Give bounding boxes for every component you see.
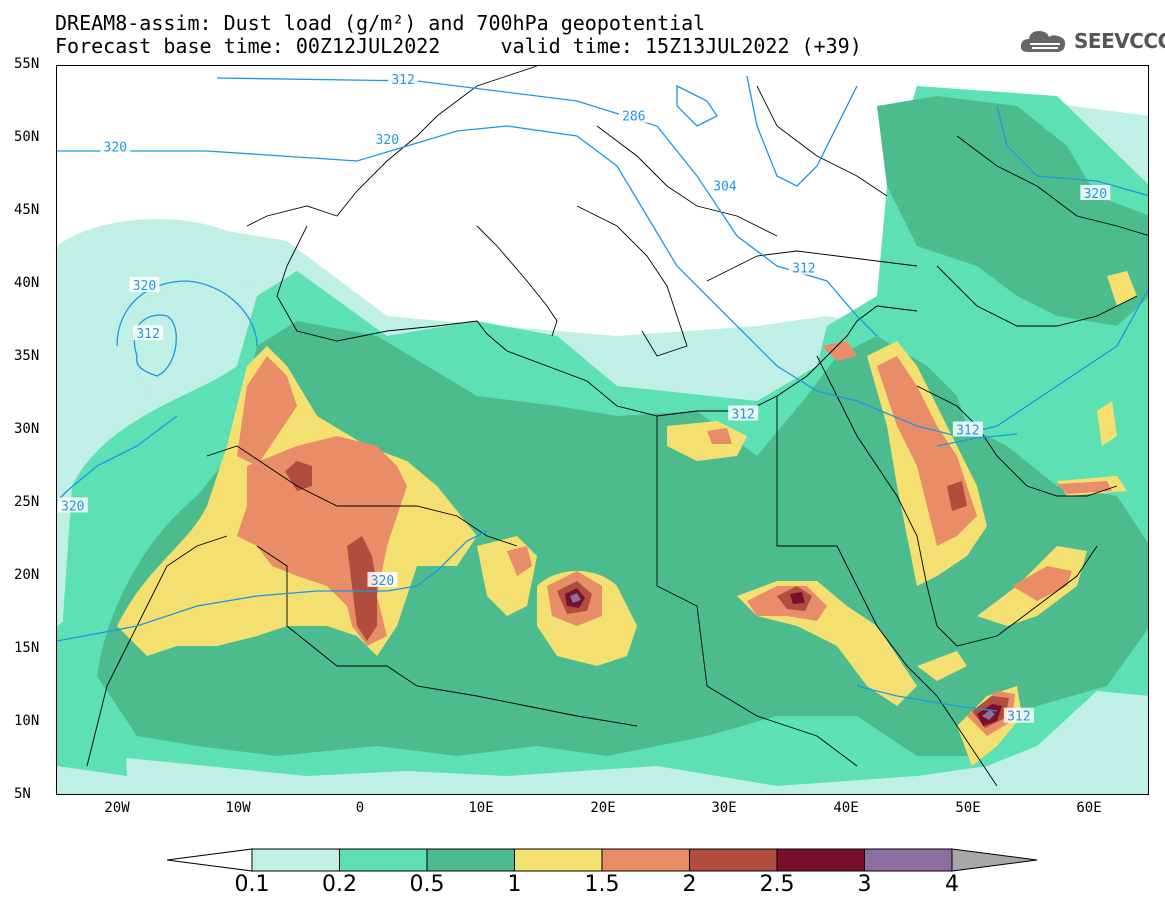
colorbar-bin <box>776 848 865 872</box>
contour-label: 312 <box>1007 710 1030 725</box>
colorbar-bin <box>689 848 778 872</box>
colorbar-over-arrow <box>951 848 1038 872</box>
colorbar-label: 1 <box>507 872 522 897</box>
lon-label: 0 <box>355 800 365 816</box>
contour-labels: 312 286 320 320 304 320 312 320 312 312 312 320 320 3… <box>57 71 1111 725</box>
contour-label-bg <box>788 259 819 275</box>
dust-map: 312 286 320 320 304 320 312 320 312 312 312 320 320 3… <box>57 66 1148 794</box>
contour-label: 286 <box>622 110 645 125</box>
lat-label: 40N <box>14 275 40 291</box>
contour-label: 312 <box>792 261 815 276</box>
colorbar-label: 3 <box>857 872 872 897</box>
colorbar-under-arrow <box>166 848 253 872</box>
contour-label-bg <box>952 421 983 437</box>
contour-label: 320 <box>133 279 156 294</box>
logo: SEEVCCC <box>1018 25 1165 57</box>
contour-label: 320 <box>376 133 399 148</box>
contour-label-bg <box>728 405 759 421</box>
geopotential-contours <box>57 75 1148 712</box>
lon-label: 50E <box>955 800 981 816</box>
contour-label-bg <box>367 571 398 587</box>
chart-subtitle: Forecast base time: 00Z12JUL2022 valid t… <box>55 34 862 58</box>
lon-label: 10W <box>225 800 251 816</box>
lat-label: 10N <box>14 713 40 729</box>
contour-label-bg <box>372 131 403 146</box>
lat-label: 45N <box>14 202 40 218</box>
lat-label: 5N <box>14 786 31 802</box>
contour-label: 312 <box>731 407 754 422</box>
map-panel: 312 286 320 320 304 320 312 320 312 312 312 320 320 3… <box>56 65 1149 795</box>
lon-label: 60E <box>1076 800 1102 816</box>
lat-label: 50N <box>14 129 40 145</box>
contour-label: 320 <box>1084 187 1107 202</box>
lon-label: 20W <box>104 800 130 816</box>
contour-label: 312 <box>391 73 414 88</box>
colorbar <box>166 848 1038 872</box>
contour-label: 312 <box>956 424 979 439</box>
contour-label: 304 <box>713 180 737 195</box>
lat-label: 30N <box>14 421 40 437</box>
lat-label: 25N <box>14 494 40 510</box>
lon-label: 10E <box>468 800 494 816</box>
colorbar-label: 0.2 <box>322 872 357 897</box>
colorbar-bin <box>601 848 690 872</box>
lat-label: 35N <box>14 348 40 364</box>
contour-label-bg <box>100 138 131 154</box>
contour-label-bg <box>388 71 419 87</box>
colorbar-bin <box>339 848 428 872</box>
contour-label: 320 <box>61 499 84 514</box>
colorbar-label: 0.5 <box>409 872 445 897</box>
colorbar-bin <box>251 848 340 872</box>
dust-fields <box>57 86 1148 794</box>
contour-label: 312 <box>136 327 159 342</box>
colorbar-label: 1.5 <box>584 872 620 897</box>
colorbar-label: 4 <box>945 872 959 897</box>
contour-label-bg <box>1003 707 1034 723</box>
contour-label: 320 <box>104 140 127 155</box>
contour-label: 320 <box>371 574 394 589</box>
cloud-icon <box>1020 31 1066 52</box>
lon-label: 20E <box>590 800 616 816</box>
lon-label: 40E <box>833 800 859 816</box>
colorbar-label: 0.1 <box>234 872 270 897</box>
lat-label: 15N <box>14 640 40 656</box>
colorbar-label: 2.5 <box>759 872 795 897</box>
colorbar-bins <box>251 848 953 872</box>
lat-label: 20N <box>14 567 40 583</box>
colorbar-label: 2 <box>682 872 697 897</box>
contour-label-bg <box>1080 185 1111 201</box>
colorbar-bin <box>426 848 515 872</box>
logo-text: SEEVCCC <box>1074 29 1165 53</box>
contour-label-bg <box>57 497 88 513</box>
lat-label: 55N <box>14 56 40 72</box>
colorbar-bin <box>514 848 603 872</box>
chart-title: DREAM8-assim: Dust load (g/m²) and 700hP… <box>55 11 706 35</box>
contour-label-bg <box>129 277 160 292</box>
lon-label: 30E <box>711 800 737 816</box>
contour-label-bg <box>709 177 740 193</box>
contour-label-bg <box>618 107 649 123</box>
contour-label-bg <box>133 325 164 341</box>
colorbar-bin <box>864 848 953 872</box>
